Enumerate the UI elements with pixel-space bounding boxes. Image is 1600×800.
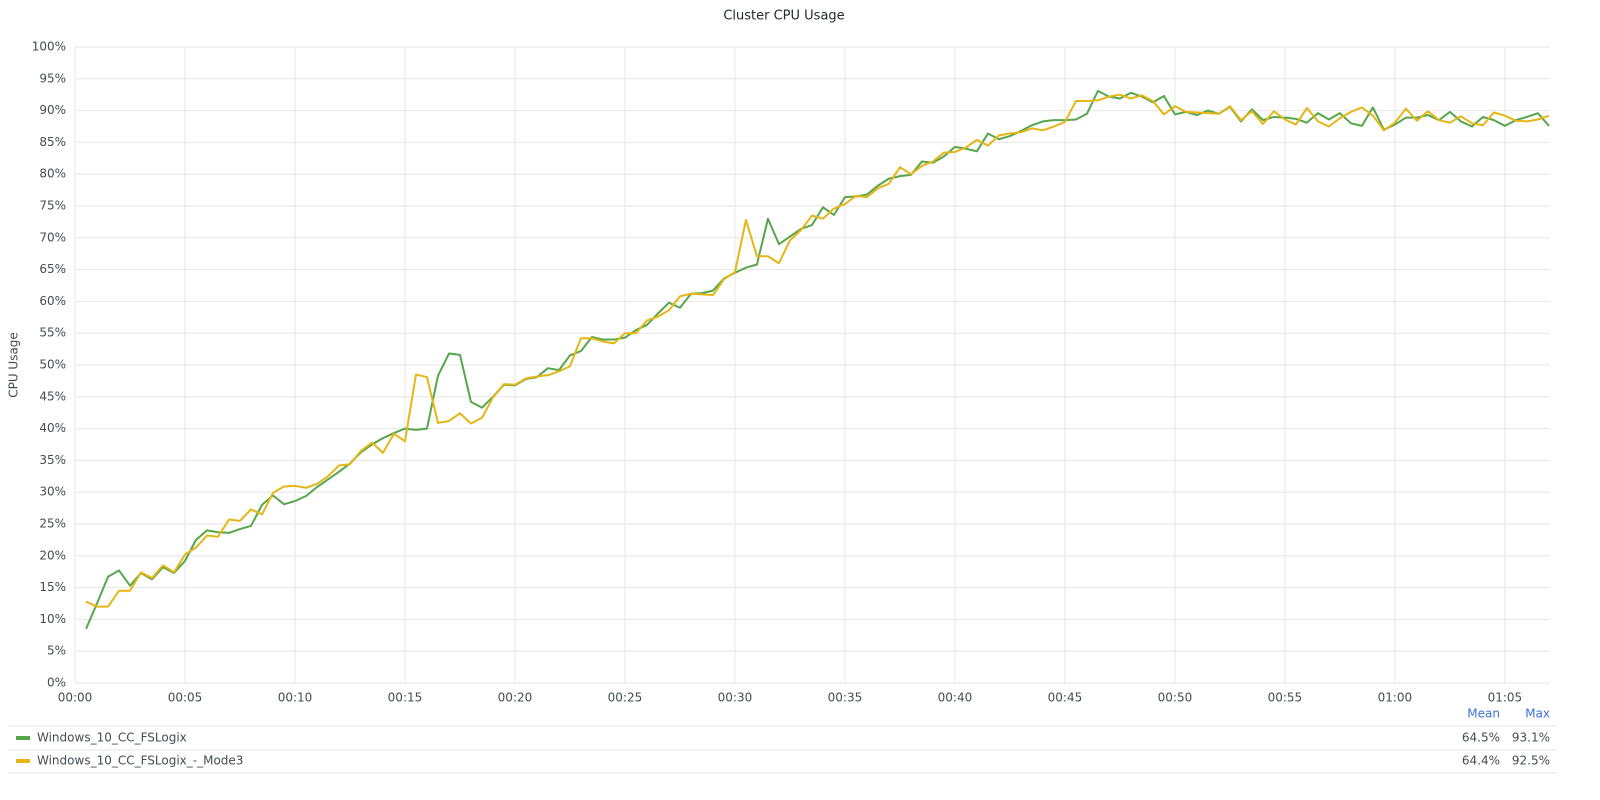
- x-tick-label: 00:20: [498, 691, 533, 705]
- x-tick-label: 01:05: [1488, 691, 1523, 705]
- x-tick-label: 00:45: [1048, 691, 1083, 705]
- y-tick-label: 45%: [39, 389, 66, 403]
- legend-stat: 64.4%: [1462, 754, 1500, 768]
- x-tick-label: 01:00: [1378, 691, 1413, 705]
- y-tick-label: 95%: [39, 71, 66, 85]
- y-tick-label: 70%: [39, 230, 66, 244]
- y-tick-label: 25%: [39, 517, 66, 531]
- y-tick-label: 85%: [39, 135, 66, 149]
- x-tick-label: 00:25: [608, 691, 643, 705]
- legend-stat: 64.5%: [1462, 731, 1500, 745]
- chart-title: Cluster CPU Usage: [723, 9, 844, 24]
- y-tick-label: 100%: [32, 40, 66, 54]
- legend-column-header[interactable]: Max: [1525, 707, 1550, 721]
- legend-label[interactable]: Windows_10_CC_FSLogix_-_Mode3: [37, 754, 243, 768]
- y-tick-label: 40%: [39, 421, 66, 435]
- legend-stat: 92.5%: [1512, 754, 1550, 768]
- y-tick-label: 60%: [39, 294, 66, 308]
- x-tick-label: 00:15: [388, 691, 423, 705]
- legend-swatch: [16, 759, 30, 763]
- legend-column-header[interactable]: Mean: [1467, 707, 1500, 721]
- x-tick-label: 00:55: [1268, 691, 1303, 705]
- y-tick-label: 15%: [39, 580, 66, 594]
- y-tick-label: 80%: [39, 167, 66, 181]
- legend-label[interactable]: Windows_10_CC_FSLogix: [37, 731, 187, 745]
- y-tick-label: 90%: [39, 103, 66, 117]
- y-tick-label: 75%: [39, 199, 66, 213]
- x-tick-label: 00:40: [938, 691, 973, 705]
- y-tick-label: 10%: [39, 612, 66, 626]
- x-tick-label: 00:35: [828, 691, 863, 705]
- x-tick-label: 00:50: [1158, 691, 1193, 705]
- series-line: [85, 89, 1550, 630]
- y-tick-label: 20%: [39, 548, 66, 562]
- y-tick-label: 55%: [39, 326, 66, 340]
- series-line: [85, 93, 1550, 608]
- legend-swatch: [16, 736, 30, 740]
- x-tick-label: 00:00: [58, 691, 93, 705]
- y-axis-label: CPU Usage: [7, 332, 21, 398]
- legend-stat: 93.1%: [1512, 731, 1550, 745]
- y-tick-label: 30%: [39, 485, 66, 499]
- y-tick-label: 35%: [39, 453, 66, 467]
- x-tick-label: 00:10: [278, 691, 313, 705]
- x-tick-label: 00:30: [718, 691, 753, 705]
- y-tick-label: 5%: [47, 644, 66, 658]
- y-tick-label: 50%: [39, 358, 66, 372]
- y-tick-label: 0%: [47, 676, 66, 690]
- x-tick-label: 00:05: [168, 691, 203, 705]
- y-tick-label: 65%: [39, 262, 66, 276]
